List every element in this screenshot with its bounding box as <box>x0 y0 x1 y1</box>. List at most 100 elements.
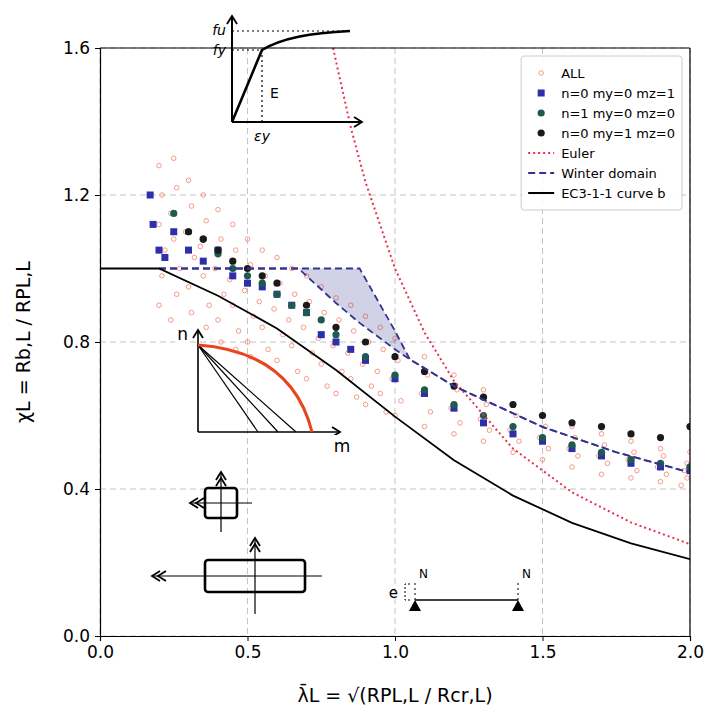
sketch-line <box>198 431 340 433</box>
data-point <box>333 339 340 346</box>
legend-label: n=0 my=0 mz=1 <box>561 86 675 101</box>
data-point <box>322 310 327 315</box>
arrow-head <box>196 498 204 508</box>
sketch-line <box>198 345 296 432</box>
data-point <box>334 391 339 396</box>
arrow-head <box>354 117 362 127</box>
chart: 0.00.51.01.52.00.00.40.81.21.6λ̄L = √(RP… <box>0 0 719 720</box>
sketch-line <box>254 538 255 614</box>
legend: ALLn=0 my=0 mz=1n=1 my=0 mz=0n=0 my=1 mz… <box>521 56 682 210</box>
annotation: fy <box>213 42 227 58</box>
legend-line <box>528 172 554 174</box>
data-point <box>635 468 640 473</box>
data-point <box>233 248 238 253</box>
data-point <box>458 421 463 426</box>
data-point <box>222 292 227 297</box>
y-tick: 1.6 <box>63 38 100 58</box>
data-point <box>160 193 165 198</box>
x-axis-title: λ̄L = √(RPL,L / Rcr,L) <box>297 683 492 706</box>
sketch-line <box>231 16 233 122</box>
data-point <box>428 410 433 415</box>
data-point <box>147 192 154 199</box>
data-point <box>157 303 162 308</box>
data-point <box>245 340 250 345</box>
series-6 <box>100 269 690 560</box>
arrow-head <box>227 16 237 24</box>
y-tick-mark <box>95 489 100 490</box>
data-point <box>219 340 224 345</box>
spine <box>100 47 690 48</box>
grid-line <box>100 489 690 490</box>
data-point <box>568 419 575 426</box>
data-point <box>185 247 192 254</box>
sketch-line <box>152 575 322 576</box>
x-tick-label: 0.0 <box>87 642 114 662</box>
frame <box>100 48 690 636</box>
data-point <box>422 424 427 429</box>
annotation: N <box>419 567 428 581</box>
support <box>512 600 524 611</box>
series-2 <box>170 210 690 471</box>
grid-line <box>690 48 691 636</box>
data-point <box>174 185 179 190</box>
data-point <box>539 412 546 419</box>
sketch-line <box>198 345 278 432</box>
data-point <box>207 303 212 308</box>
data-point <box>163 248 168 253</box>
x-tick: 2.0 <box>677 636 704 662</box>
data-point <box>568 441 575 448</box>
data-point <box>658 479 663 484</box>
data-point <box>452 373 457 378</box>
plot-marks <box>100 48 690 559</box>
legend-box <box>521 56 682 210</box>
y-tick-label: 1.6 <box>63 38 90 58</box>
x-tick: 0.5 <box>234 636 261 662</box>
x-axis-line <box>101 637 691 642</box>
legend-label: n=1 my=0 mz=0 <box>561 106 675 121</box>
data-line <box>100 269 690 560</box>
annotation: fu <box>212 22 226 38</box>
eccentricity-bracket <box>405 584 410 600</box>
data-point <box>598 423 605 430</box>
data-point <box>381 347 386 352</box>
series-1 <box>147 192 690 475</box>
y-tick: 0.4 <box>63 479 100 499</box>
interaction-inset: nm <box>175 323 352 457</box>
data-point <box>171 237 176 242</box>
y-tick: 1.2 <box>63 185 100 205</box>
data-point <box>189 310 194 315</box>
data-point <box>186 178 191 183</box>
data-point <box>301 325 306 330</box>
data-point <box>288 302 295 309</box>
stress-strain-curve <box>232 31 350 122</box>
data-point <box>244 272 251 279</box>
data-point <box>201 193 206 198</box>
data-point <box>242 288 247 293</box>
data-point <box>260 325 265 330</box>
sketch-line <box>220 472 221 532</box>
y-axis-title: χL = Rb,L / RPL,L <box>12 261 34 423</box>
x-tick: 1.0 <box>382 636 409 662</box>
area-edge <box>159 269 690 473</box>
data-point <box>661 454 666 459</box>
data-point <box>399 399 404 404</box>
y-tick: 0.0 <box>63 626 100 646</box>
data-point <box>354 395 359 400</box>
data-point <box>273 280 280 287</box>
data-point <box>332 324 339 331</box>
legend-entry: Winter domain <box>528 166 657 181</box>
data-point <box>192 255 197 260</box>
series-5 <box>159 269 690 473</box>
data-point <box>539 434 546 441</box>
x-tick-label: 2.0 <box>677 642 704 662</box>
data-point <box>185 228 192 235</box>
data-point <box>332 331 339 338</box>
data-point <box>363 402 368 407</box>
data-point <box>510 430 517 437</box>
data-point <box>266 347 271 352</box>
data-point <box>303 302 310 309</box>
data-point <box>200 236 207 243</box>
legend-label: n=0 my=1 mz=0 <box>561 126 675 141</box>
data-point <box>198 244 203 249</box>
data-point <box>517 439 522 444</box>
